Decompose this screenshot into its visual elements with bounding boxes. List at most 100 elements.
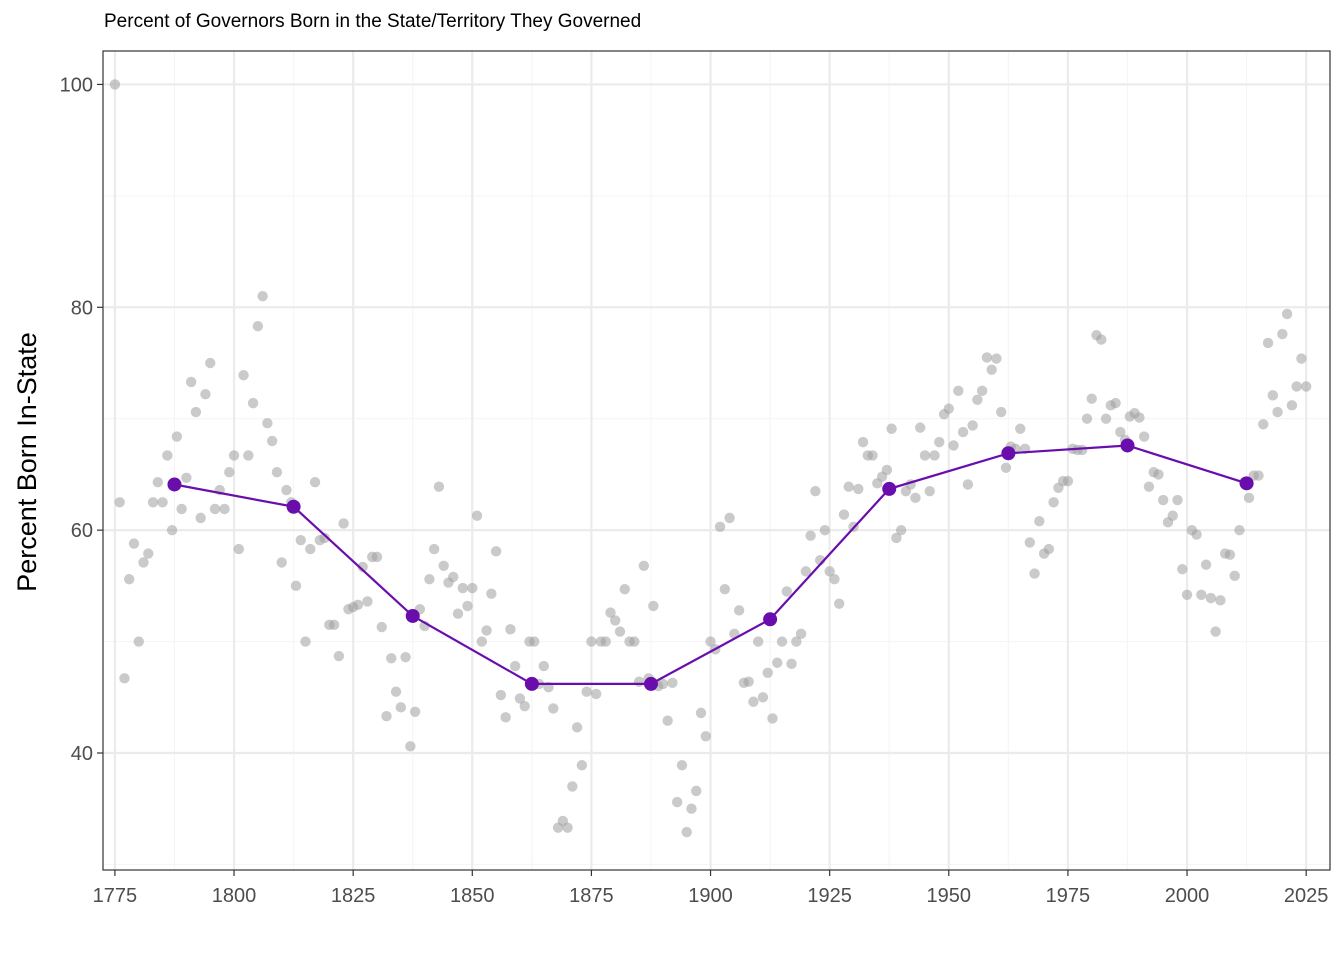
data-point — [471, 510, 483, 521]
data-point — [290, 580, 302, 592]
data-point — [948, 440, 959, 451]
data-point — [371, 551, 383, 563]
data-point — [457, 582, 468, 594]
data-point — [228, 450, 240, 461]
data-point — [1048, 497, 1059, 508]
data-point — [767, 713, 778, 724]
data-point — [262, 417, 273, 429]
data-point — [776, 636, 788, 647]
data-point — [538, 660, 549, 672]
data-point — [333, 650, 345, 662]
data-point — [257, 290, 268, 302]
data-point — [448, 571, 459, 583]
average-point — [405, 608, 420, 623]
data-point — [757, 692, 769, 703]
data-point — [581, 686, 592, 697]
data-point — [243, 450, 254, 461]
average-point — [763, 612, 778, 627]
axes: 1775 1800 1825 1850 1875 1900 1925 1950 1975 2000… — [60, 50, 1331, 907]
data-point — [1158, 494, 1169, 506]
data-point — [1077, 444, 1088, 456]
data-point — [1229, 570, 1240, 582]
data-point — [362, 596, 373, 607]
data-point — [500, 712, 511, 723]
data-point — [929, 450, 940, 461]
data-point — [895, 524, 907, 536]
data-point — [567, 781, 578, 792]
data-point — [924, 485, 935, 497]
x-tick-label: 1800 — [212, 885, 257, 907]
data-point — [1196, 589, 1207, 600]
data-point — [481, 625, 492, 636]
data-point — [271, 467, 283, 478]
data-point — [1253, 470, 1264, 481]
data-point — [695, 707, 707, 719]
data-point — [1153, 469, 1164, 480]
data-point — [1243, 492, 1255, 504]
data-point — [962, 479, 974, 490]
data-point — [319, 532, 330, 544]
data-point — [376, 621, 387, 633]
data-point — [662, 715, 673, 726]
data-point — [829, 573, 840, 585]
data-point — [610, 615, 621, 626]
data-point — [171, 431, 183, 442]
data-point — [185, 376, 197, 388]
y-tick-label: 40 — [71, 743, 93, 765]
data-point — [1281, 308, 1293, 320]
data-point — [1224, 549, 1236, 560]
data-point — [157, 497, 168, 508]
average-point — [524, 676, 539, 691]
data-point — [147, 497, 159, 508]
x-tick-label: 1950 — [927, 885, 972, 907]
data-point — [919, 450, 931, 461]
y-tick-label: 60 — [71, 520, 93, 542]
data-point — [328, 619, 340, 631]
data-point — [910, 492, 921, 504]
data-point — [791, 636, 802, 647]
data-point — [1000, 462, 1012, 473]
data-point — [309, 477, 321, 488]
data-point — [1134, 412, 1145, 423]
data-point — [1272, 406, 1283, 418]
data-point — [1262, 337, 1274, 349]
data-point — [238, 370, 249, 381]
panel-background — [103, 51, 1330, 870]
y-tick-label: 100 — [60, 74, 93, 96]
average-point — [882, 481, 897, 496]
chart-title: Percent of Governors Born in the State/T… — [104, 11, 642, 32]
data-point — [205, 357, 216, 369]
data-point — [162, 450, 173, 461]
scatter-points — [109, 79, 1312, 838]
data-point — [719, 584, 731, 595]
data-point — [633, 676, 645, 687]
data-point — [124, 573, 135, 585]
data-point — [1110, 397, 1121, 409]
data-point — [152, 477, 163, 488]
data-point — [476, 636, 488, 647]
data-point — [772, 657, 783, 668]
data-point — [424, 573, 435, 585]
data-point — [190, 406, 202, 418]
data-point — [1167, 510, 1178, 521]
data-point — [834, 598, 845, 609]
data-point — [1200, 559, 1212, 570]
data-point — [405, 741, 416, 752]
data-point — [1143, 481, 1155, 492]
data-point — [648, 600, 659, 612]
data-point — [1215, 595, 1226, 606]
data-point — [586, 636, 597, 647]
data-point — [1138, 431, 1150, 442]
data-point — [486, 588, 497, 599]
x-tick-label: 1900 — [688, 885, 733, 907]
data-point — [181, 472, 192, 483]
average-point — [1001, 446, 1016, 461]
data-point — [509, 660, 521, 672]
data-point — [638, 560, 650, 571]
data-point — [138, 557, 149, 568]
data-point — [681, 826, 692, 838]
data-point — [233, 543, 245, 555]
data-point — [743, 676, 754, 687]
data-point — [562, 822, 573, 833]
data-point — [409, 706, 421, 717]
